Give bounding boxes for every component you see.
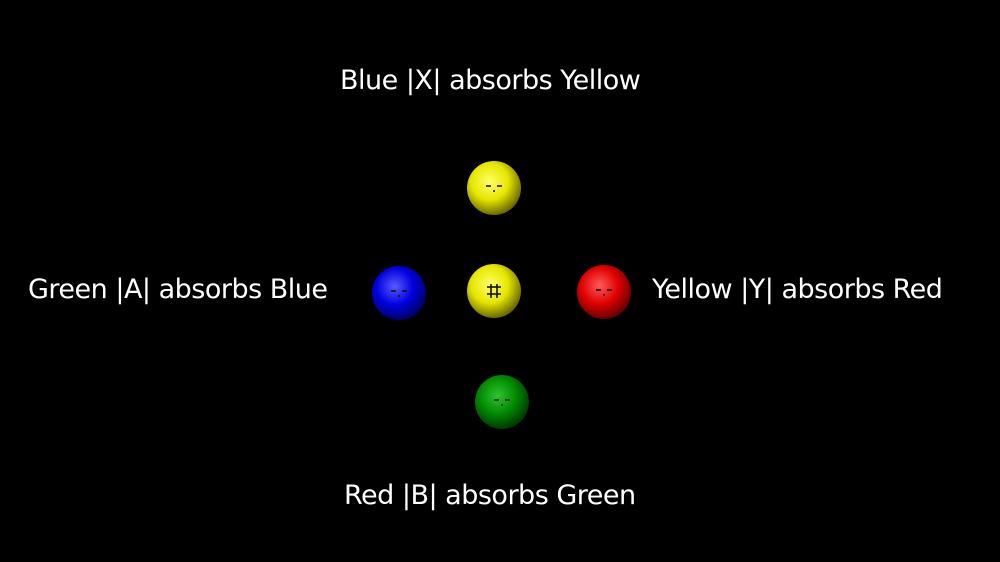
top-rule-label: Blue |X| absorbs Yellow (340, 65, 641, 96)
blue-orb-left[interactable] (371, 265, 427, 321)
red-orb-right[interactable] (576, 264, 632, 320)
yellow-orb-center[interactable] (466, 263, 522, 319)
left-rule-label: Green |A| absorbs Blue (28, 274, 328, 305)
orb-face-icon (487, 284, 501, 298)
blue-orb-graphic (372, 266, 426, 320)
green-orb-graphic (475, 375, 529, 429)
bottom-rule-label: Red |B| absorbs Green (344, 480, 636, 511)
yellow-orb-graphic (467, 161, 521, 215)
orb-face-icon (391, 290, 407, 297)
orb-face-icon (596, 289, 612, 296)
orb-face-icon (486, 185, 502, 192)
red-orb-graphic (577, 265, 631, 319)
yellow-orb-graphic (467, 264, 521, 318)
right-rule-label: Yellow |Y| absorbs Red (652, 274, 943, 305)
yellow-orb-top[interactable] (466, 160, 522, 216)
green-orb-bottom[interactable] (474, 374, 530, 430)
orb-face-icon (494, 399, 510, 406)
